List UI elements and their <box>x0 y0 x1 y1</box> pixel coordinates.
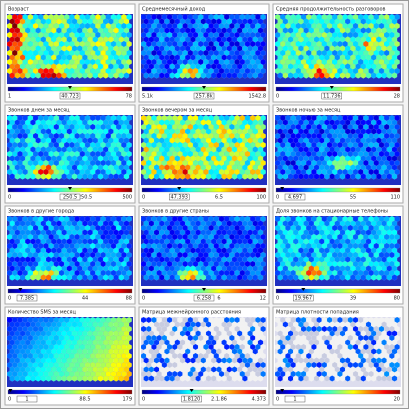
colorbar-marker <box>68 86 72 89</box>
panel-title: Среднемесячный доход <box>142 6 206 13</box>
panel-title: Звонков в другие страны <box>142 209 209 215</box>
hex-cell <box>257 72 264 79</box>
marker-box <box>284 193 306 201</box>
colorbar-marker <box>329 86 334 89</box>
scale-min: 0 <box>8 195 11 201</box>
scale-mid: 44 <box>82 296 88 302</box>
hex-cell <box>123 173 130 180</box>
marker-box <box>59 193 81 201</box>
scale-max: 1542.8 <box>249 94 267 100</box>
scale-max: 110 <box>390 195 400 201</box>
marker-value: 6.258 <box>197 296 211 302</box>
map-panel: Матрица плотности попадания 0 20 1 <box>272 306 404 406</box>
panel-title: Доля звонков на стационарные телефоны <box>276 209 388 215</box>
colorbar <box>7 288 133 294</box>
map-panel: Возраст 1 78 40.723 <box>4 3 136 103</box>
colorbar <box>275 389 401 395</box>
scale-min: 0 <box>142 195 145 201</box>
marker-value: 4.697 <box>288 195 302 201</box>
scale-min: 0 <box>8 397 11 403</box>
scale-min: 0 <box>276 94 279 100</box>
scale-mid: 6.5 <box>215 195 223 201</box>
scale-min: 0 <box>142 296 145 302</box>
scale-mid: 2.1.86 <box>211 397 227 403</box>
scale-mid: 88.5 <box>79 397 90 403</box>
scale-min: 0 <box>142 397 145 403</box>
colorbar <box>275 288 401 294</box>
scale-max: 500 <box>122 195 132 201</box>
scale-max: 100 <box>256 195 266 201</box>
map-panel: Матрица межнейронного расстояния 0 4.373 2.… <box>138 306 270 406</box>
marker-value: 19.967 <box>295 296 313 302</box>
map-panel: Количество SMS за месяц 0 179 88.5 1 <box>4 306 136 406</box>
map-panel: Звонков в другие города 0 88 44 7.385 <box>4 205 136 305</box>
colorbar <box>141 389 267 395</box>
panel-title: Звонков ночью за месяц <box>276 108 341 114</box>
scale-min: 5.1k <box>142 94 153 100</box>
marker-value: 47.393 <box>170 195 188 201</box>
marker-value: 40.723 <box>61 94 79 100</box>
marker-value: 1 <box>25 397 28 403</box>
map-panel: Звонков ночью за месяц 0 110 55 4.697 <box>272 104 404 204</box>
marker-box <box>59 92 81 100</box>
marker-box <box>321 92 342 100</box>
scale-max: 20 <box>394 397 400 403</box>
panel-title: Звонков днем за месяц <box>8 108 70 114</box>
panel-title: Количество SMS за месяц <box>8 310 77 316</box>
scale-mid: 55 <box>350 195 356 201</box>
marker-value: 11.736 <box>323 94 341 100</box>
marker-box <box>193 92 215 100</box>
scale-max: 88 <box>126 296 132 302</box>
map-panel: Звонков в другие страны 0 12 6 6.258 <box>138 205 270 305</box>
hex-cell <box>257 173 264 180</box>
panel-title: Матрица плотности попадания <box>276 310 359 316</box>
scale-max: 28 <box>394 94 400 100</box>
scale-max: 78 <box>126 94 132 100</box>
marker-box <box>169 193 190 201</box>
scale-max: 12 <box>260 296 266 302</box>
colorbar-marker <box>280 187 285 190</box>
colorbar <box>275 86 401 92</box>
panel-title: Возраст <box>8 7 29 13</box>
colorbar <box>7 389 133 395</box>
panel-title: Звонков в другие города <box>8 209 74 215</box>
scale-min: 0 <box>276 296 279 302</box>
map-panel: Среднемесячный доход 5.1k 1542.8 257.8k <box>138 3 270 103</box>
hex-cell <box>123 72 130 79</box>
scale-max: 179 <box>122 397 132 403</box>
panel-title: Звонков вечером за месяц <box>142 108 213 114</box>
scale-max: 4.373 <box>252 397 266 403</box>
marker-value: 250.5 <box>63 195 77 201</box>
panel-title: Средняя продолжительность разговоров <box>276 7 386 13</box>
scale-min: 0 <box>8 296 11 302</box>
marker-value: 1.8120 <box>183 397 201 403</box>
map-panel: Средняя продолжительность разговоров 0 28 1… <box>272 3 404 103</box>
scale-min: 0 <box>276 397 279 403</box>
colorbar-marker <box>202 86 206 89</box>
colorbar-marker <box>68 187 72 190</box>
scale-mid: 250.5 <box>78 195 92 201</box>
scale-mid: 39 <box>350 296 356 302</box>
scale-min: 0 <box>276 195 279 201</box>
colorbar <box>141 187 267 193</box>
marker-value: 257.8k <box>195 94 212 100</box>
scale-mid: 6 <box>217 296 220 302</box>
scale-min: 1 <box>8 94 11 100</box>
map-panel: Доля звонков на стационарные телефоны 0 80… <box>272 205 404 305</box>
marker-value: 7.385 <box>20 296 34 302</box>
scale-max: 80 <box>394 296 400 302</box>
colorbar-marker <box>177 187 182 190</box>
map-panel: Звонков вечером за месяц 0 100 6.5 47.393 <box>138 104 270 204</box>
marker-value: 1 <box>293 397 296 403</box>
hex-cell <box>391 173 398 180</box>
colorbar <box>275 187 401 193</box>
hex-cell <box>391 72 398 79</box>
panel-title: Матрица межнейронного расстояния <box>142 309 241 316</box>
